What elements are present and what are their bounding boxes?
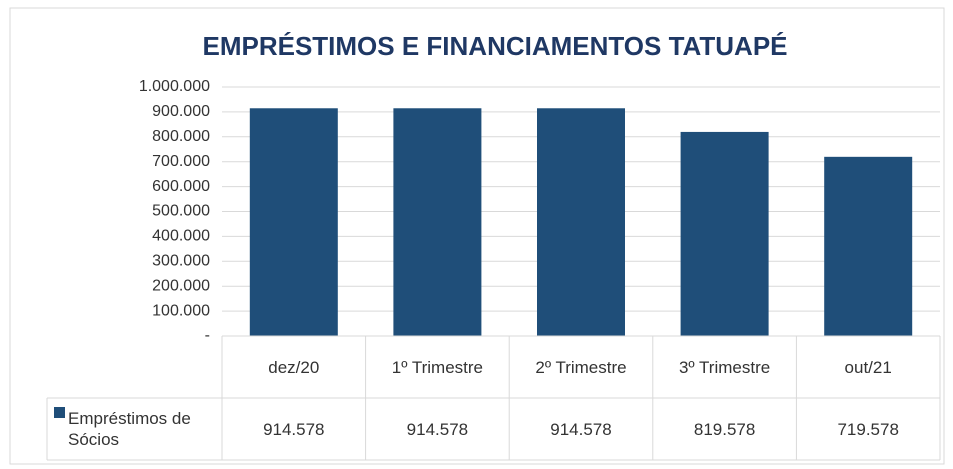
data-label-text: 819.578 bbox=[693, 419, 756, 439]
x-category-label: out/21 bbox=[796, 336, 940, 398]
x-category-label-text: 3º Trimestre bbox=[678, 357, 771, 377]
y-tick-label: 300.000 bbox=[152, 253, 210, 270]
data-label-text: 914.578 bbox=[406, 419, 469, 439]
bar bbox=[680, 131, 769, 336]
x-category-label-text: out/21 bbox=[844, 357, 892, 377]
data-label: 819.578 bbox=[653, 398, 797, 460]
x-category-label: 3º Trimestre bbox=[653, 336, 797, 398]
data-label: 914.578 bbox=[366, 398, 510, 460]
x-category-label-text: 2º Trimestre bbox=[535, 357, 627, 377]
chart-title: EMPRÉSTIMOS E FINANCIAMENTOS TATUAPÉ bbox=[202, 31, 787, 61]
y-tick-label: 900.000 bbox=[152, 103, 210, 120]
x-category-label: 1º Trimestre bbox=[366, 336, 510, 398]
y-tick-label: 700.000 bbox=[152, 153, 210, 170]
legend-label-text: Empréstimos de Sócios bbox=[68, 409, 191, 449]
x-category-label-text: 1º Trimestre bbox=[391, 357, 483, 377]
y-tick-label: - bbox=[205, 327, 210, 344]
bar bbox=[537, 108, 625, 336]
bar bbox=[249, 108, 338, 336]
y-tick-label: 200.000 bbox=[152, 277, 210, 294]
data-label: 914.578 bbox=[509, 398, 653, 460]
data-label-text: 914.578 bbox=[263, 419, 325, 439]
data-label-text: 914.578 bbox=[550, 419, 612, 439]
data-label-text: 719.578 bbox=[837, 419, 899, 439]
x-category-label: 2º Trimestre bbox=[509, 336, 653, 398]
y-tick-label: 800.000 bbox=[152, 128, 210, 145]
bar bbox=[824, 156, 913, 336]
data-label: 914.578 bbox=[222, 398, 366, 460]
legend-label: Empréstimos de Sócios bbox=[68, 398, 218, 460]
legend-key bbox=[54, 407, 65, 418]
y-tick-label: 500.000 bbox=[152, 203, 210, 220]
x-category-label-text: dez/20 bbox=[268, 357, 320, 377]
y-tick-label: 1.000.000 bbox=[139, 78, 210, 95]
y-tick-label: 100.000 bbox=[152, 302, 210, 319]
data-label: 719.578 bbox=[796, 398, 940, 460]
bar bbox=[393, 108, 482, 336]
x-category-label: dez/20 bbox=[222, 336, 366, 398]
y-tick-label: 400.000 bbox=[152, 228, 210, 245]
y-tick-label: 600.000 bbox=[152, 178, 210, 195]
